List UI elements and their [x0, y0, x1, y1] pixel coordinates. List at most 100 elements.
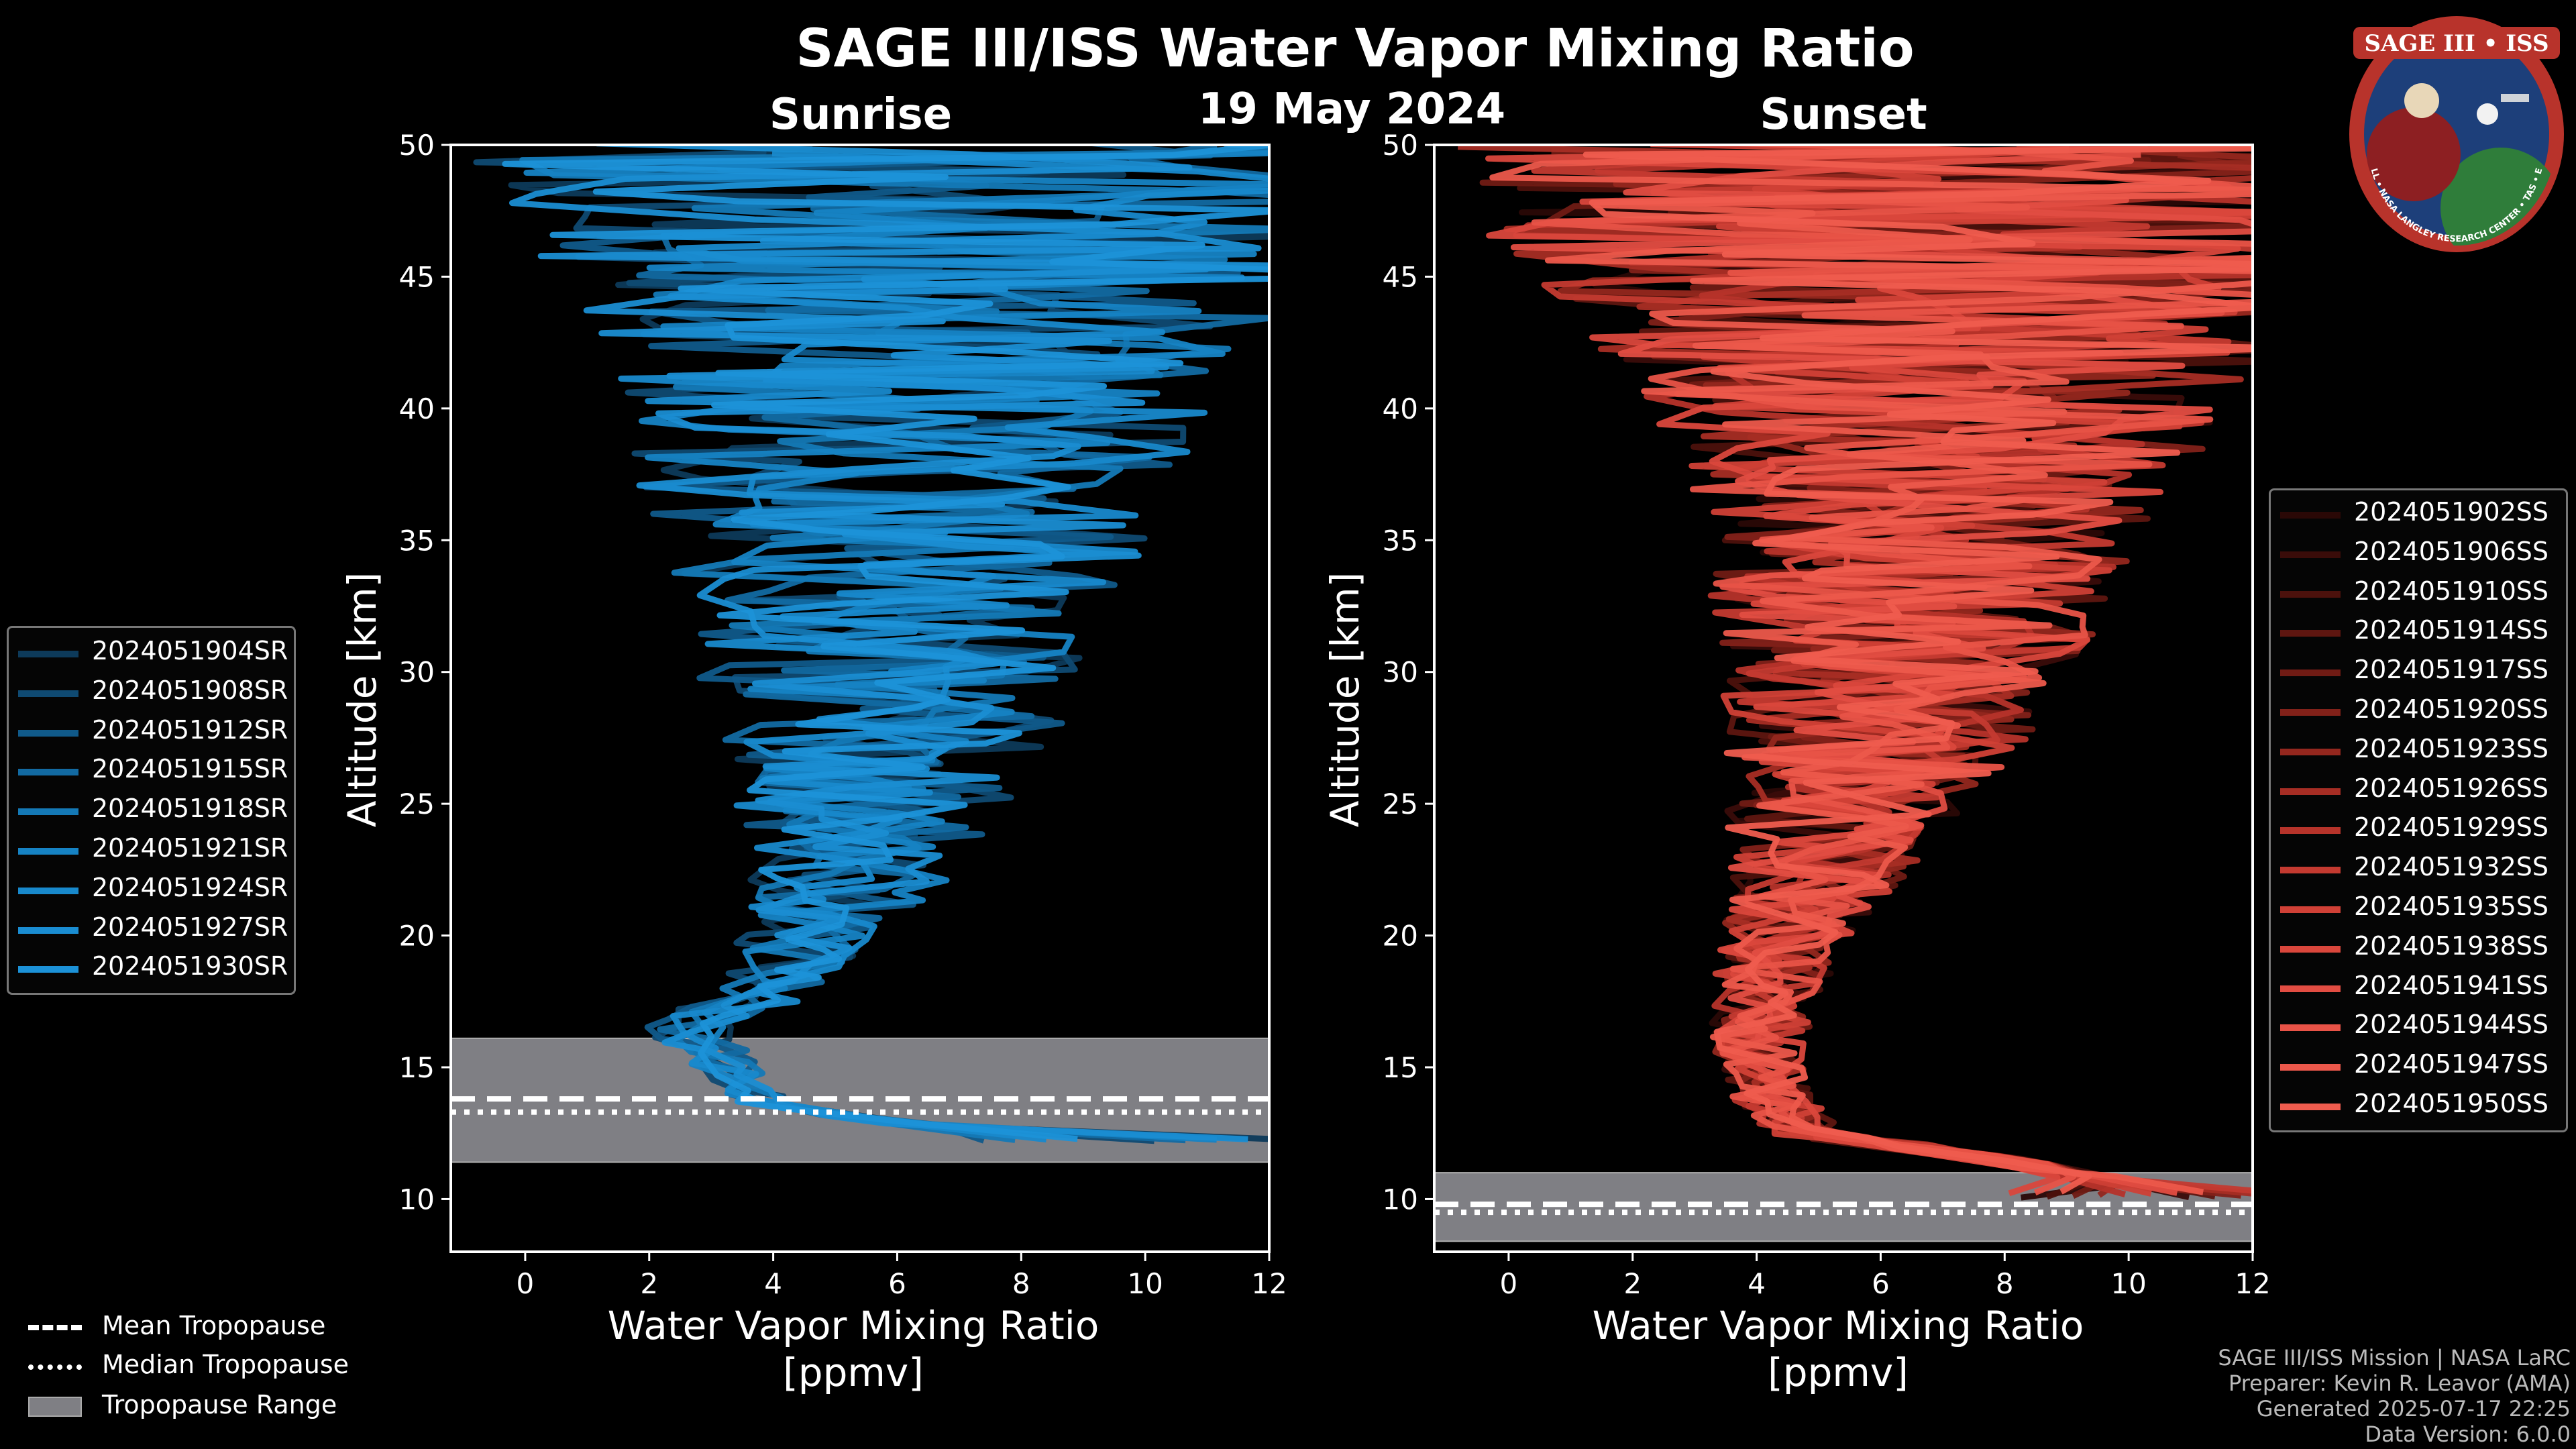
sunset-plot: 0 2 4 6 8 10 12 10 15 20 25 30 35 40 45 50	[1383, 129, 2271, 1300]
legend-swatch	[2280, 709, 2341, 716]
legend-item: 2024051938SS	[2271, 931, 2566, 965]
legend-item: 2024051930SR	[9, 951, 294, 985]
sunrise-ytick-label: 25	[399, 788, 435, 820]
legend-label: 2024051918SR	[92, 794, 288, 824]
logo-top-text: SAGE III • ISS	[2364, 30, 2548, 57]
legend-swatch	[18, 729, 78, 737]
sunset-ytick-label: 25	[1383, 788, 1418, 820]
sunrise-profiles	[473, 145, 1269, 1144]
legend-swatch	[2280, 1024, 2341, 1032]
legend-label: 2024051950SS	[2354, 1089, 2549, 1118]
legend-label: 2024051926SS	[2354, 773, 2549, 803]
date-label: 19 May 2024	[1197, 85, 1506, 134]
legend-swatch	[2280, 512, 2341, 519]
legend-item: 2024051917SS	[2271, 655, 2566, 688]
legend-label: 2024051930SR	[92, 951, 288, 981]
legend-label: 2024051917SS	[2354, 655, 2549, 685]
sunset-profile-2024051947SS	[1489, 146, 2253, 1195]
legend-swatch	[18, 848, 78, 855]
sunrise-profile-2024051921SR	[523, 150, 1269, 1143]
legend-label: 2024051921SR	[92, 833, 288, 863]
legend-label: 2024051944SS	[2354, 1010, 2549, 1040]
sunset-ytick-label: 50	[1383, 129, 1418, 162]
sunset-x-axis-label-line1: Water Vapor Mixing Ratio [ppmv]	[1592, 1303, 2084, 1395]
sunrise-xtick-label: 8	[1012, 1267, 1030, 1300]
legend-item: 2024051944SS	[2271, 1010, 2566, 1043]
logo-top-banner	[2353, 27, 2560, 59]
sunrise-y-axis-label: Altitude [km]	[339, 572, 385, 828]
sunset-xtick-label: 10	[2110, 1267, 2146, 1300]
legend-label: 2024051941SS	[2354, 970, 2549, 1000]
legend-item: 2024051947SS	[2271, 1049, 2566, 1083]
legend-label: 2024051920SS	[2354, 694, 2549, 724]
legend-swatch	[2280, 1104, 2341, 1110]
legend-item: 2024051924SR	[9, 873, 294, 906]
logo-figure-head	[2404, 83, 2439, 118]
legend-swatch	[2280, 906, 2341, 913]
sunset-ytick-label: 20	[1383, 920, 1418, 953]
legend-item: 2024051914SS	[2271, 615, 2566, 649]
tropopause-range-swatch	[28, 1397, 82, 1417]
sunrise-xtick-label: 2	[640, 1267, 658, 1300]
sunset-x-axis-label: Water Vapor Mixing Ratio [ppmv]	[1503, 1303, 2174, 1396]
sunrise-plot: 0 2 4 6 8 10 12 10 15 20 25 30 35 40 45 50	[399, 129, 1287, 1300]
legend-label: 2024051923SS	[2354, 733, 2549, 763]
legend-swatch	[2280, 985, 2341, 992]
legend-label: 2024051938SS	[2354, 930, 2549, 961]
legend-item: 2024051912SR	[9, 715, 294, 749]
legend-label: 2024051927SR	[92, 912, 288, 942]
sunrise-ytick-label: 35	[399, 524, 435, 557]
sunrise-x-axis-label: Water Vapor Mixing Ratio [ppmv]	[518, 1303, 1189, 1396]
sunrise-ytick-label: 30	[399, 656, 435, 689]
legend-label: 2024051935SS	[2354, 892, 2549, 921]
legend-item: 2024051920SS	[2271, 694, 2566, 728]
legend-item: 2024051935SS	[2271, 892, 2566, 925]
sunrise-ytick-label: 15	[399, 1051, 435, 1084]
legend-swatch	[2280, 1064, 2341, 1071]
legend-swatch	[2280, 748, 2341, 755]
median-tropopause-swatch	[28, 1364, 82, 1370]
legend-item: 2024051915SR	[9, 754, 294, 788]
legend-swatch	[2280, 945, 2341, 953]
credits: SAGE III/ISS Mission | NASA LaRC Prepare…	[2218, 1345, 2571, 1447]
logo-figure-robe	[2367, 107, 2461, 201]
sunrise-xtick-label: 0	[517, 1267, 535, 1300]
legend-item: 2024051904SR	[9, 636, 294, 669]
legend-item: 2024051932SS	[2271, 852, 2566, 885]
sage-iii-iss-logo: SAGE III • ISS BALL • NASA LANGLEY RESEA…	[2347, 13, 2564, 252]
sunset-y-axis-label: Altitude [km]	[1322, 572, 1368, 828]
legend-label: 2024051904SR	[92, 636, 288, 665]
legend-swatch	[18, 926, 78, 934]
sunset-xtick-label: 0	[1500, 1267, 1518, 1300]
legend-swatch	[2280, 590, 2341, 598]
legend-label: 2024051902SS	[2354, 497, 2549, 527]
sunset-xtick-label: 2	[1623, 1267, 1642, 1300]
sunset-ytick-label: 30	[1383, 656, 1418, 689]
median-tropopause-label: Median Tropopause	[102, 1350, 349, 1379]
legend-swatch	[2280, 630, 2341, 637]
sunrise-xtick-label: 4	[764, 1267, 782, 1300]
mean-tropopause-label: Mean Tropopause	[102, 1311, 326, 1340]
sunrise-ytick-label: 45	[399, 260, 435, 293]
sunrise-ytick-label: 20	[399, 920, 435, 953]
tropopause-legend: Mean Tropopause Median Tropopause Tropop…	[20, 1308, 396, 1429]
legend-item: 2024051918SR	[9, 794, 294, 827]
sunrise-x-axis-label-line1: Water Vapor Mixing Ratio [ppmv]	[607, 1303, 1099, 1395]
credits-mission: SAGE III/ISS Mission | NASA LaRC	[2218, 1345, 2571, 1371]
legend-item: 2024051926SS	[2271, 773, 2566, 807]
mean-tropopause-swatch	[28, 1325, 82, 1330]
legend-item: 2024051929SS	[2271, 812, 2566, 846]
sunrise-ytick-label: 40	[399, 392, 435, 425]
sunset-ytick-label: 40	[1383, 392, 1418, 425]
sunrise-profile-2024051930SR	[502, 145, 1269, 1142]
legend-swatch	[18, 808, 78, 816]
sunset-xtick-label: 12	[2235, 1267, 2270, 1300]
sunset-profile-2024051950SS	[1582, 145, 2253, 1195]
legend-swatch	[18, 690, 78, 697]
logo-moon	[2477, 103, 2498, 125]
legend-label: 2024051912SR	[92, 714, 288, 745]
sunset-xtick-label: 4	[1748, 1267, 1766, 1300]
legend-item: 2024051908SR	[9, 676, 294, 709]
sunrise-ytick-label: 10	[399, 1183, 435, 1216]
